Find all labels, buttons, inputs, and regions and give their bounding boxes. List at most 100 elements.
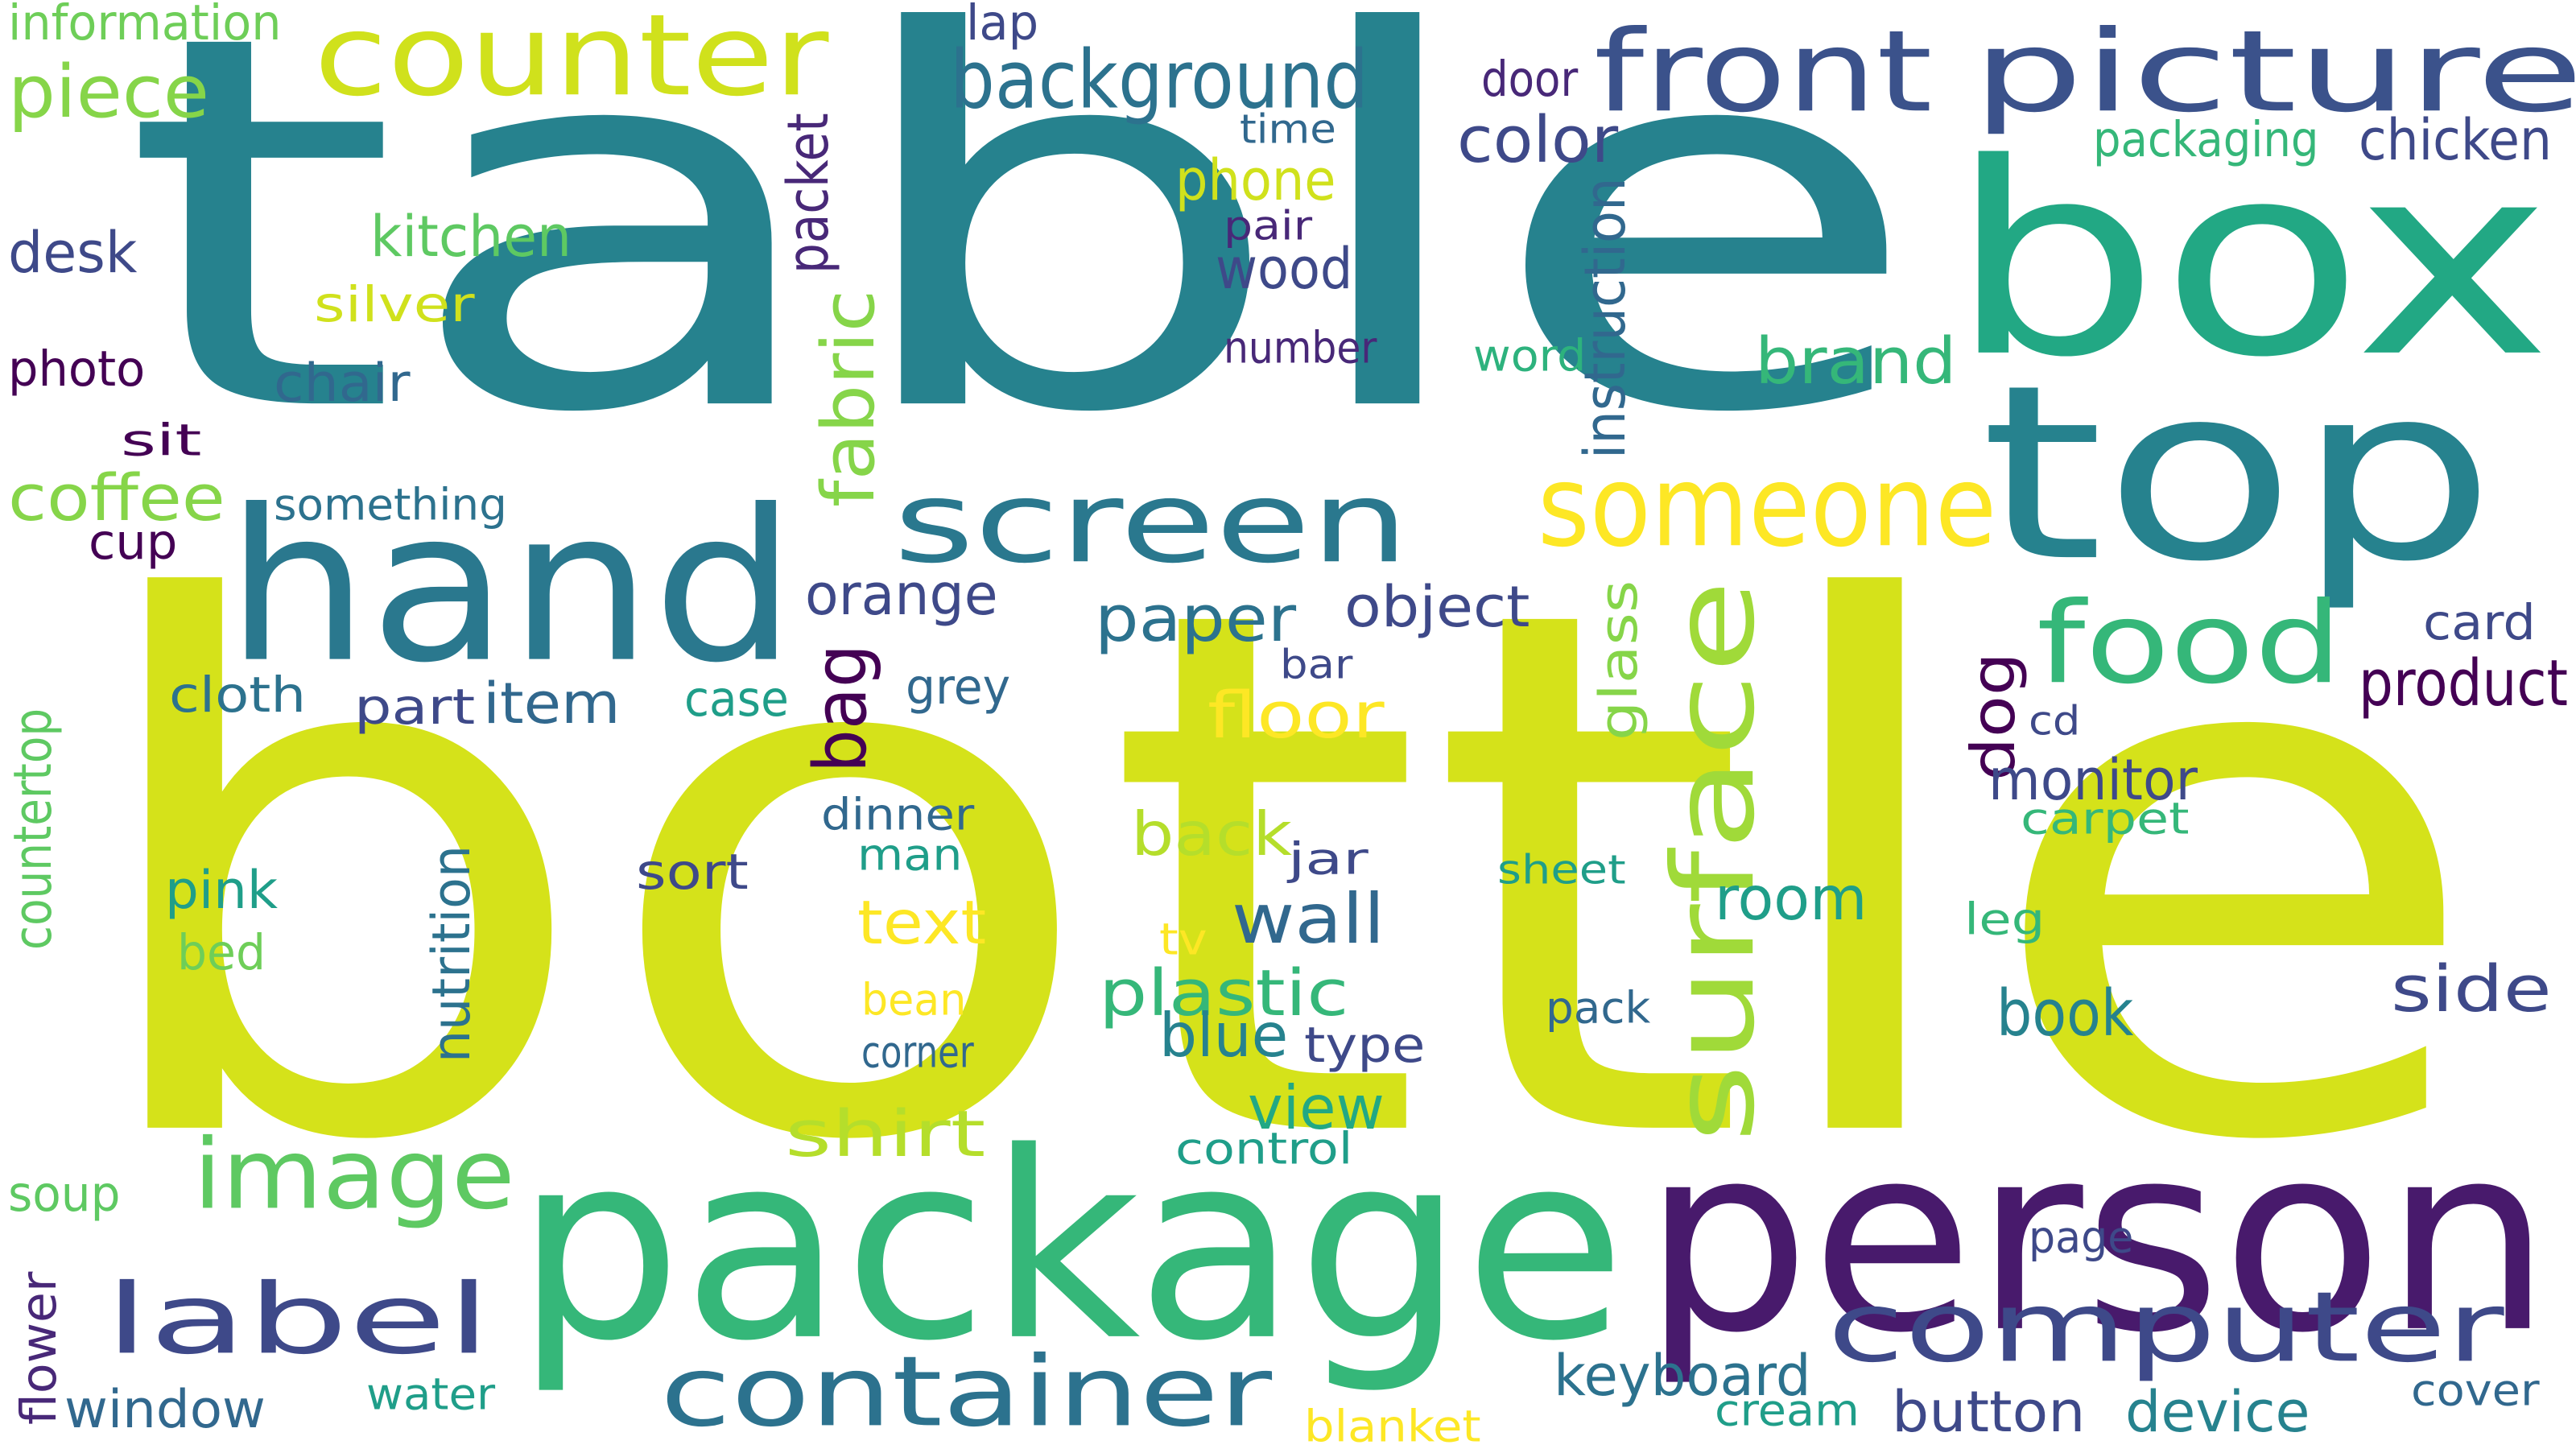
word-carpet: carpet [2021,792,2190,844]
word-tv: tv [1159,913,1208,965]
word-sit: sit [121,414,202,466]
word-bar: bar [1280,640,1353,688]
word-surface: surface [1649,579,1780,1143]
word-glass: glass [1588,580,1650,741]
word-corner: corner [861,1026,974,1078]
word-cloth: cloth [169,667,307,724]
word-box: box [1948,105,2552,416]
word-kitchen: kitchen [370,204,572,270]
word-cup: cup [89,514,178,572]
word-side: side [2391,952,2552,1027]
word-hand: hand [225,465,797,709]
word-window: window [64,1379,266,1441]
word-pink: pink [165,860,279,922]
word-silver: silver [314,277,475,334]
word-keyboard: keyboard [1554,1343,1811,1410]
word-information: information [8,0,282,52]
word-type: type [1304,1018,1426,1075]
word-book: book [1996,976,2134,1051]
word-bottle: bottle [72,456,2487,1299]
word-counter: counter [314,0,829,122]
word-page: page [2029,1211,2134,1263]
word-coffee: coffee [8,461,225,536]
word-water: water [366,1368,496,1420]
word-part: part [354,679,476,737]
word-man: man [857,828,963,881]
word-chicken: chicken [2359,107,2552,174]
word-sort: sort [636,844,749,902]
word-color: color [1457,103,1619,178]
word-number: number [1224,321,1377,374]
word-bed: bed [177,925,266,982]
word-leg: leg [1964,893,2046,945]
word-cover: cover [2411,1364,2540,1416]
word-piece: piece [8,49,209,134]
word-card: card [2423,595,2536,652]
word-sheet: sheet [1497,845,1626,894]
word-item: item [483,671,621,737]
word-food: food [2037,578,2343,709]
word-photo: photo [8,341,146,398]
word-desk: desk [8,220,138,287]
word-word: word [1473,329,1587,382]
word-front: front [1594,6,1933,138]
word-back: back [1131,799,1292,870]
word-phone: phone [1175,147,1336,214]
word-background: background [950,33,1369,127]
word-dinner: dinner [821,788,975,840]
word-wall: wall [1232,879,1385,960]
word-bean: bean [861,973,967,1026]
word-text: text [857,888,987,959]
word-case: case [684,671,789,729]
word-floor: floor [1208,679,1385,753]
word-packet: packet [775,113,842,274]
word-flower: flower [11,1271,68,1425]
word-pack: pack [1546,981,1651,1034]
word-table: table [121,0,1925,526]
word-plastic: plastic [1099,956,1349,1031]
word-package: package [515,1097,1626,1398]
word-door: door [1481,52,1579,109]
word-label: label [105,1264,491,1377]
word-orange: orange [805,562,998,629]
word-blanket: blanket [1304,1400,1481,1449]
word-monitor: monitor [1988,747,2198,814]
word-countertop: countertop [2,708,64,950]
word-jar: jar [1288,832,1368,885]
word-computer: computer [1827,1272,2504,1385]
word-time: time [1240,105,1336,153]
word-device: device [2125,1379,2310,1446]
word-top: top [1980,334,2496,615]
word-button: button [1892,1379,2086,1446]
word-shirt: shirt [785,1097,986,1172]
word-nutrition: nutrition [421,845,483,1063]
word-image: image [193,1119,515,1232]
word-chair: chair [274,353,411,415]
word-grey: grey [906,659,1011,716]
word-person: person [1642,1089,2553,1390]
word-screen: screen [894,457,1410,588]
word-fabric: fabric [806,289,891,507]
word-wood: wood [1216,236,1353,303]
word-bag: bag [798,644,883,773]
word-picture: picture [1972,6,2576,138]
word-packaging: packaging [2093,112,2319,169]
word-object: object [1344,574,1530,641]
word-pair: pair [1224,201,1313,250]
word-someone: someone [1538,441,1997,572]
word-something: something [274,478,507,530]
word-blue: blue [1159,1001,1289,1071]
word-cream: cream [1715,1384,1860,1436]
word-instruction: instruction [1572,177,1639,459]
word-control: control [1175,1122,1353,1174]
word-container: container [660,1336,1273,1449]
word-product: product [2359,646,2569,721]
word-view: view [1248,1073,1385,1144]
word-room: room [1715,864,1868,935]
word-cd: cd [2029,696,2081,745]
word-soup: soup [8,1166,121,1224]
word-lap: lap [966,0,1039,52]
word-brand: brand [1755,324,1957,399]
word-paper: paper [1095,582,1297,657]
